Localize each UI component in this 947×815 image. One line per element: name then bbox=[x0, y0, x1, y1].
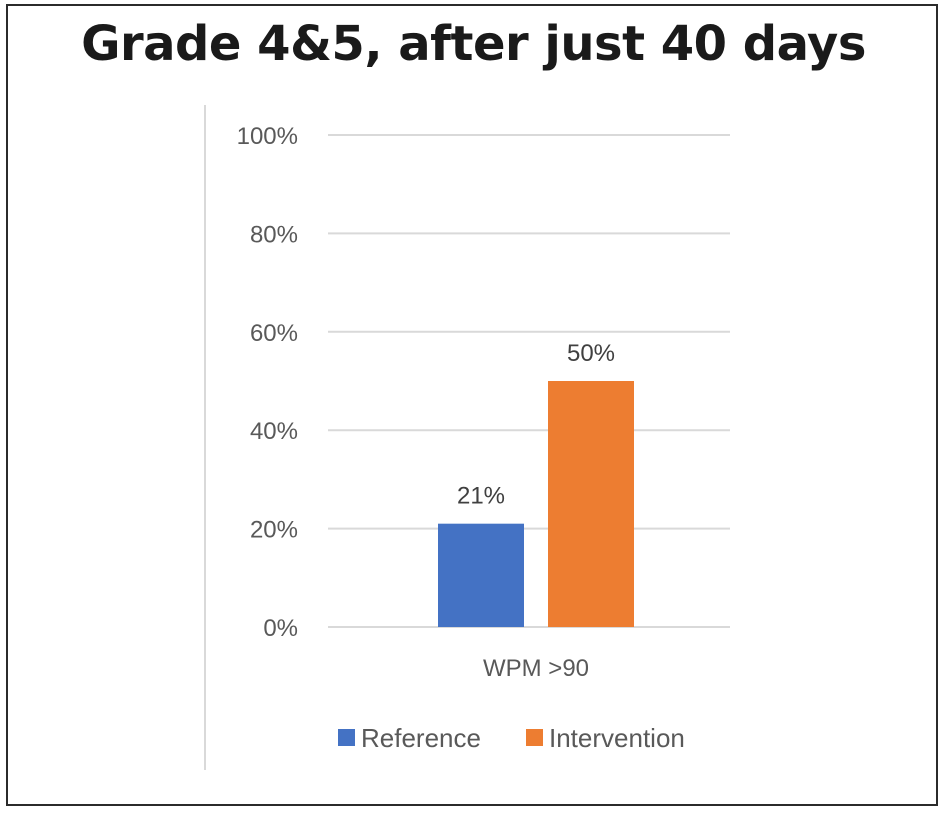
chart-frame bbox=[6, 4, 938, 806]
y-tick-label: 100% bbox=[237, 123, 298, 150]
data-label-reference: 21% bbox=[457, 483, 505, 510]
chart-title: Grade 4&5, after just 40 days bbox=[81, 16, 866, 72]
y-tick-label: 60% bbox=[250, 320, 298, 347]
y-tick-label: 80% bbox=[250, 221, 298, 248]
y-axis-ticks: 0% 20% 40% 60% 80% 100% bbox=[237, 123, 298, 642]
legend: Reference Intervention bbox=[338, 723, 685, 753]
y-tick-label: 40% bbox=[250, 418, 298, 445]
x-axis-categories: WPM >90 bbox=[483, 655, 589, 682]
gridlines bbox=[328, 134, 730, 628]
legend-label-reference: Reference bbox=[361, 723, 481, 753]
bar-intervention bbox=[548, 381, 634, 627]
data-labels: 21% 50% bbox=[457, 340, 615, 510]
bars bbox=[438, 381, 634, 627]
x-category-label: WPM >90 bbox=[483, 655, 589, 682]
y-tick-label: 20% bbox=[250, 517, 298, 544]
legend-swatch-reference bbox=[338, 729, 355, 746]
y-tick-label: 0% bbox=[263, 615, 298, 642]
legend-swatch-intervention bbox=[526, 729, 543, 746]
bar-reference bbox=[438, 523, 524, 627]
data-label-intervention: 50% bbox=[567, 340, 615, 367]
legend-label-intervention: Intervention bbox=[549, 723, 685, 753]
